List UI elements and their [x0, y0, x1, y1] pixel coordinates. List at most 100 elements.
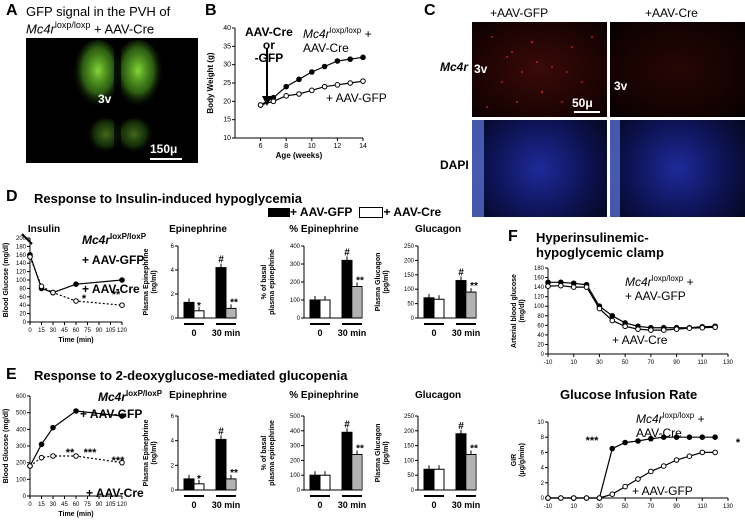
x-tick-label: 10 — [308, 143, 316, 150]
panel-a-title-line2: Mc4rloxp/loxp + AAV-Cre — [26, 20, 154, 36]
y-axis-label: % of basal — [261, 436, 268, 471]
significance-mark: ** — [112, 289, 121, 301]
significance-mark: ** — [356, 443, 364, 454]
data-point — [609, 312, 616, 319]
series-label-text: AAV-Cre — [303, 41, 349, 55]
chart-title: Glucagon — [415, 390, 461, 401]
y-tick-label: 300 — [290, 262, 301, 268]
x-tick-label: 90 — [673, 360, 680, 366]
bar — [215, 267, 227, 319]
y-tick-label: 160 — [16, 253, 27, 259]
data-point — [73, 298, 79, 304]
section-title-e: Response to 2-deoxyglucose-mediated gluc… — [34, 368, 348, 383]
y-tick-label: 140 — [534, 285, 545, 291]
y-tick-label: 180 — [16, 244, 27, 250]
gene-superscript: loxP/loxP — [110, 232, 147, 241]
chart-f1: 0 20 40 60 80 100 120 140 160 180 -10 10 30 50 70 90 110… — [511, 266, 734, 366]
y-axis-label: (ng/ml) — [151, 270, 158, 293]
data-point — [545, 283, 551, 289]
data-point — [283, 93, 289, 99]
bar — [465, 453, 477, 491]
x-tick-label: 10 — [570, 360, 577, 366]
y-tick-label: 180 — [534, 266, 545, 272]
data-point — [73, 408, 79, 414]
chart-e4: 0 50 100 150 200 250 Glucagon Plasma Glucagon (p… — [375, 390, 481, 510]
legend-swatch-filled — [268, 208, 290, 218]
gene-name: Mc4r — [303, 27, 330, 41]
data-point — [545, 495, 551, 501]
gene-superscript: loxp/loxp — [651, 274, 684, 283]
data-point — [309, 69, 315, 75]
arrow-shaft — [21, 233, 33, 245]
y-tick-label: 6 — [171, 414, 175, 420]
data-point — [609, 491, 616, 497]
bar — [341, 259, 353, 319]
y-tick-label: 200 — [404, 258, 415, 264]
x-tick-label: 105 — [105, 328, 116, 334]
data-point — [360, 54, 366, 61]
data-point — [686, 434, 693, 441]
x-category-label: 30 min — [452, 500, 481, 510]
y-axis-label: Blood Glucose (mg/dl) — [3, 409, 10, 484]
gene-name: Mc4r — [82, 233, 111, 247]
gene-name: Mc4r — [625, 275, 652, 289]
chart-d4: 0 50 100 150 200 250 Glucagon Plasma Glucagon (p… — [375, 224, 480, 338]
gene-superscript: loxp/loxp — [662, 411, 695, 420]
y-tick-label: 20 — [537, 342, 544, 348]
data-point — [50, 289, 56, 296]
data-point — [38, 441, 45, 448]
y-tick-label: 35 — [223, 43, 231, 50]
data-point — [257, 102, 264, 108]
y-tick-label: 6 — [541, 450, 545, 456]
injection-annotation: AAV-Cre or -GFP — [245, 25, 293, 65]
y-tick-label: 0 — [411, 488, 415, 494]
ventricle-label: 3v — [474, 62, 488, 76]
x-tick-label: 45 — [61, 328, 68, 334]
x-category-label: 0 — [317, 328, 322, 338]
row-label-mc4r: Mc4r — [440, 60, 469, 74]
significance-mark: # — [344, 419, 350, 430]
y-axis-label: (μg/g/min) — [519, 443, 526, 477]
x-tick-label: 14 — [359, 143, 367, 150]
significance-mark: * — [82, 293, 87, 305]
x-tick-label: 60 — [73, 502, 80, 508]
y-tick-label: 4 — [171, 268, 175, 274]
bar — [309, 299, 321, 319]
x-tick-label: 130 — [723, 360, 734, 366]
y-tick-label: 100 — [404, 287, 415, 293]
significance-mark: *** — [84, 447, 98, 459]
significance-mark: # — [218, 426, 224, 437]
x-tick-label: 0 — [28, 328, 32, 334]
bar — [183, 301, 195, 319]
data-point — [334, 82, 341, 88]
data-point — [119, 459, 125, 466]
panel-label-a: A — [6, 2, 18, 19]
x-axis-label: Age (weeks) — [276, 151, 323, 160]
y-tick-label: 120 — [534, 295, 545, 301]
x-tick-label: 10 — [570, 504, 577, 510]
y-tick-label: 200 — [290, 280, 301, 286]
y-tick-label: 30 — [223, 62, 231, 69]
bar — [319, 299, 331, 319]
chart-d2: 0 2 4 6 Epinephrine Plasma Epinephrine (ng/ml)… — [143, 224, 240, 338]
series-label-gfp-b: + AAV-GFP — [326, 91, 387, 105]
gfp-micrograph-image — [72, 38, 164, 163]
x-tick-label: 45 — [61, 502, 68, 508]
y-tick-label: 100 — [16, 477, 27, 483]
x-tick-label: 130 — [723, 504, 734, 510]
significance-mark: ** — [356, 276, 364, 287]
x-axis-label: Time (min) — [58, 511, 93, 518]
data-point — [673, 434, 680, 441]
data-point — [622, 439, 628, 446]
y-tick-label: 200 — [16, 236, 27, 242]
bar — [215, 438, 227, 491]
y-tick-label: 40 — [537, 333, 544, 339]
x-category-label: 0 — [317, 500, 322, 510]
gene-superscript: loxP/loxP — [126, 389, 163, 398]
bar — [465, 291, 477, 319]
x-category-label: 30 min — [338, 500, 367, 510]
arrow-head — [262, 96, 272, 106]
y-tick-label: 60 — [537, 323, 544, 329]
data-point — [347, 56, 353, 62]
scale-bar — [150, 158, 182, 160]
